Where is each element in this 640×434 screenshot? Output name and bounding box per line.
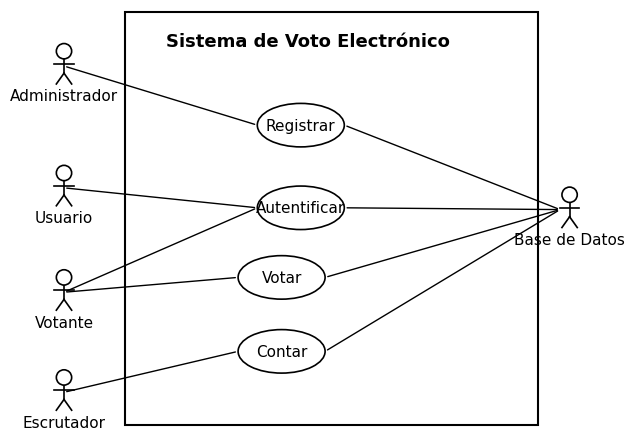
Ellipse shape [257, 104, 344, 148]
Ellipse shape [562, 187, 577, 203]
Ellipse shape [257, 187, 344, 230]
Ellipse shape [56, 270, 72, 286]
Text: Autentificar: Autentificar [256, 201, 346, 216]
Text: Contar: Contar [256, 344, 307, 359]
Text: Usuario: Usuario [35, 210, 93, 226]
Text: Administrador: Administrador [10, 89, 118, 104]
Text: Sistema de Voto Electrónico: Sistema de Voto Electrónico [166, 33, 451, 50]
Ellipse shape [238, 256, 325, 299]
FancyBboxPatch shape [125, 13, 538, 425]
Text: Escrutador: Escrutador [22, 414, 106, 430]
Ellipse shape [56, 44, 72, 60]
Text: Votante: Votante [35, 315, 93, 330]
Ellipse shape [56, 166, 72, 181]
Ellipse shape [56, 370, 72, 385]
Text: Registrar: Registrar [266, 118, 335, 133]
Text: Base de Datos: Base de Datos [514, 232, 625, 247]
Ellipse shape [238, 330, 325, 373]
Text: Votar: Votar [261, 270, 302, 285]
